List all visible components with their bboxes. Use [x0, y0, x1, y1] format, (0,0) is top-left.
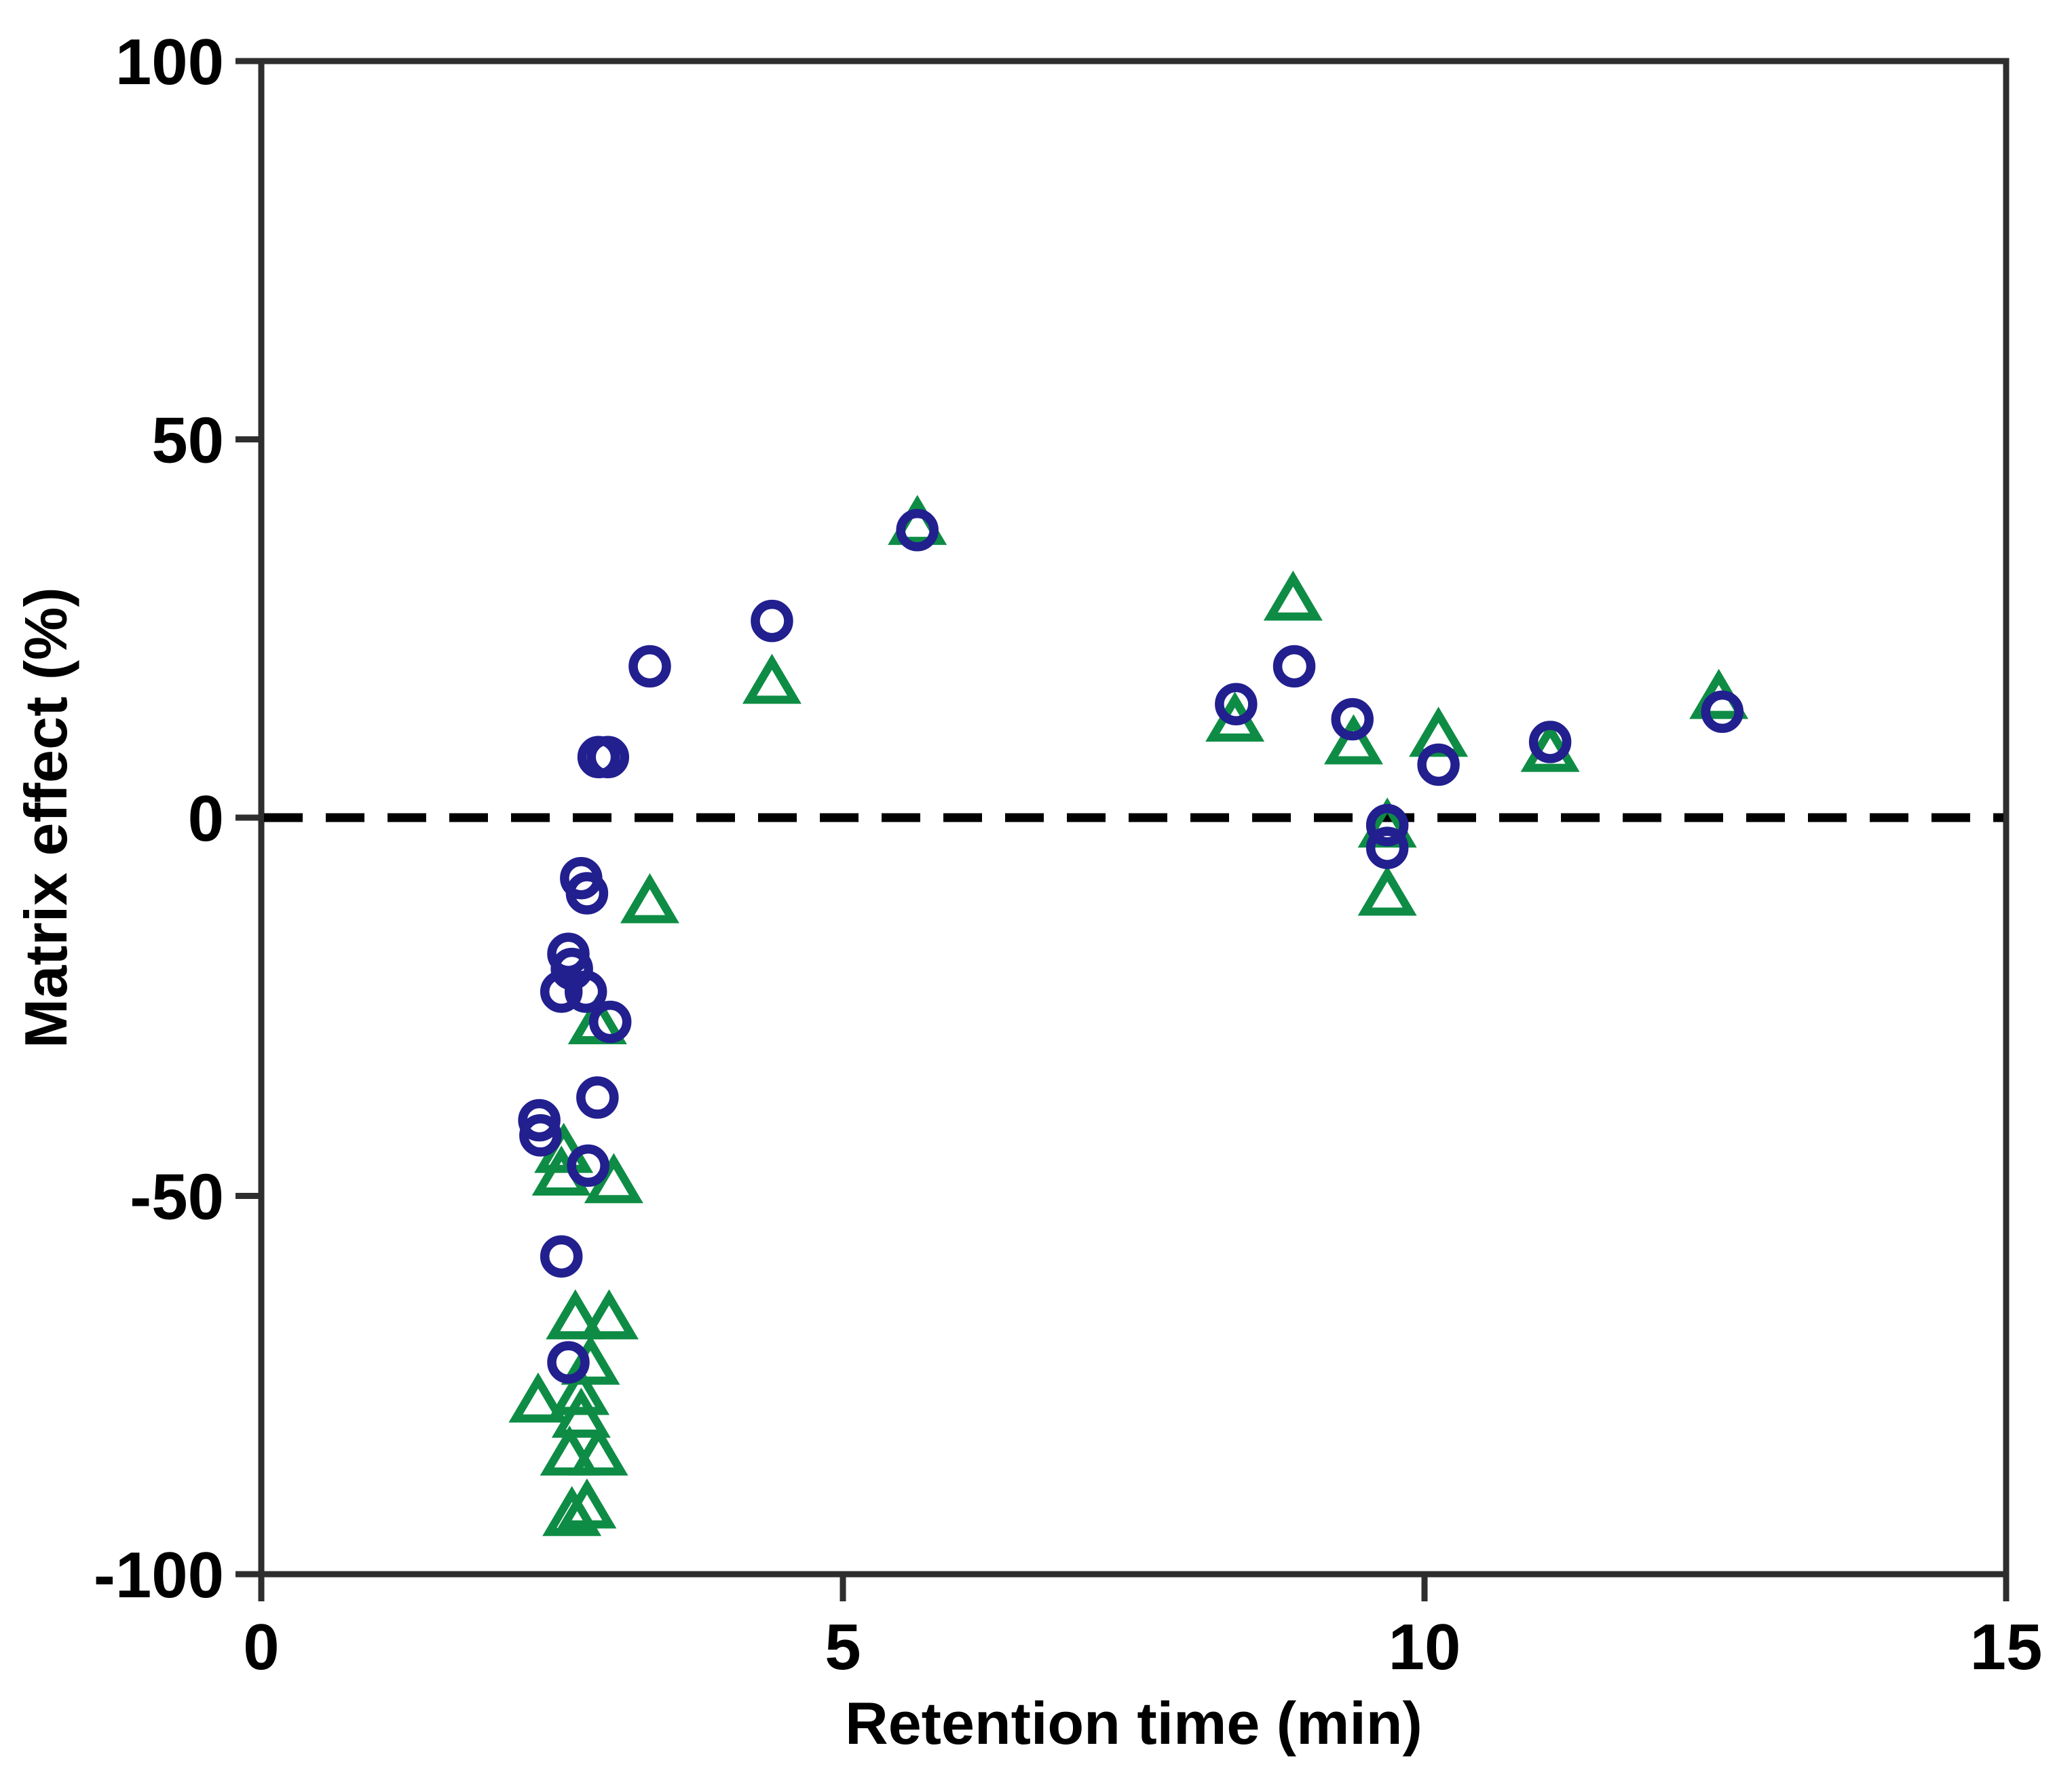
scatter-point-circle	[567, 1144, 609, 1187]
scatter-point-circle	[1701, 690, 1744, 733]
scatter-point-circle	[628, 645, 671, 688]
scatter-point-triangle	[508, 1372, 568, 1423]
scatter-point-circle	[751, 599, 793, 643]
y-axis-title: Matrix effect (%)	[12, 587, 79, 1048]
scatter-point-triangle	[569, 1425, 628, 1476]
scatter-point-circle	[1365, 826, 1409, 869]
scatter-point-triangle	[1323, 714, 1383, 765]
x-axis-title: Retention time (min)	[845, 1690, 1422, 1757]
scatter-point-circle	[576, 1076, 619, 1119]
scatter-point-triangle	[540, 1425, 599, 1476]
scatter-point-circle	[540, 1235, 583, 1278]
scatter-point-circle	[586, 736, 630, 779]
x-tick-label: 10	[1389, 1611, 1461, 1683]
scatter-point-triangle	[561, 1334, 620, 1385]
scatter-point-circle	[518, 1099, 561, 1142]
y-tick-label: -50	[130, 1161, 224, 1234]
scatter-point-triangle	[557, 1478, 617, 1529]
scatter-point-circle	[519, 1114, 562, 1157]
scatter-point-circle	[1528, 721, 1572, 763]
scatter-point-triangle	[546, 1289, 605, 1339]
x-tick-label: 15	[1970, 1611, 2043, 1683]
scatter-point-triangle	[551, 1388, 611, 1438]
scatter-point-triangle	[742, 653, 802, 704]
scatter-point-circle	[1272, 645, 1316, 688]
scatter-point-triangle	[550, 1365, 610, 1415]
y-tick-label: 100	[115, 26, 224, 98]
scatter-point-circle	[1417, 743, 1460, 786]
scatter-point-triangle	[542, 1485, 602, 1536]
scatter-point-triangle	[579, 1289, 639, 1339]
y-tick-label: -100	[94, 1539, 224, 1612]
x-tick-label: 0	[243, 1611, 279, 1683]
scatter-point-circle	[1365, 803, 1409, 847]
y-tick-label: 0	[188, 782, 224, 855]
scatter-point-circle	[1331, 698, 1374, 741]
scatter-point-triangle	[1409, 706, 1469, 757]
scatter-point-circle	[896, 509, 939, 552]
scatter-point-triangle	[567, 994, 627, 1045]
scatter-point-triangle	[1357, 865, 1417, 916]
scatter-point-triangle	[1263, 570, 1323, 621]
y-tick-label: 50	[151, 404, 224, 477]
scatter-point-circle	[564, 970, 607, 1013]
scatter-point-circle	[1215, 683, 1258, 725]
x-tick-label: 5	[825, 1611, 861, 1683]
scatter-point-circle	[547, 1341, 590, 1384]
scatter-point-circle	[565, 872, 609, 915]
scatter-point-triangle	[620, 873, 679, 923]
scatter-point-circle	[588, 1000, 632, 1044]
